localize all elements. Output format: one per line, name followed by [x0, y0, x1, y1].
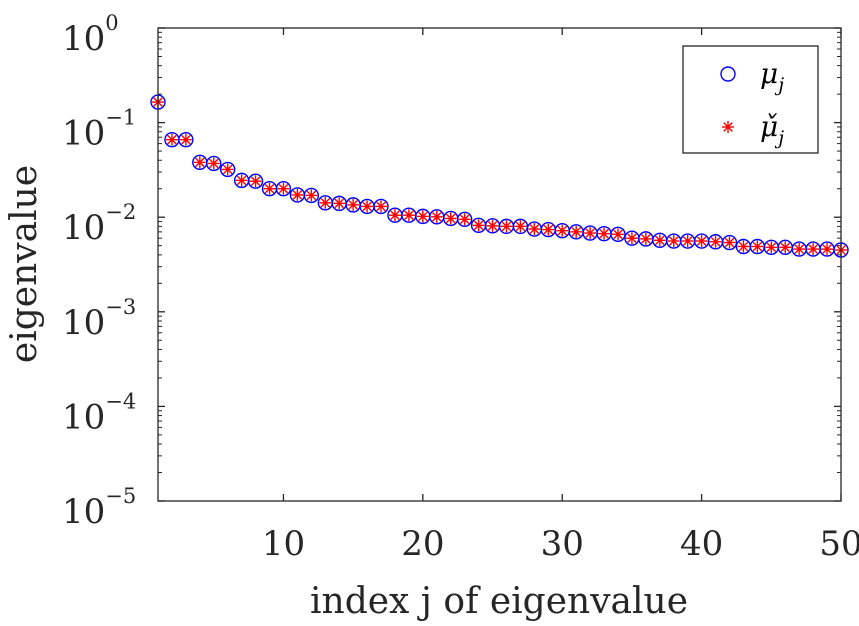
x-axis-title: index j of eigenvalue: [310, 581, 688, 622]
y-tick-label: 10−3: [62, 295, 136, 343]
data-point-mu-check: [584, 227, 597, 240]
data-point-mu-check: [165, 133, 178, 146]
data-point-mu-check: [193, 156, 206, 169]
data-point-mu-check: [375, 200, 388, 213]
data-point-mu: [275, 181, 292, 197]
data-point-mu: [303, 187, 320, 204]
data-point-mu: [247, 173, 264, 189]
data-point-mu-check: [639, 232, 652, 245]
data-point-mu-check: [305, 189, 318, 202]
data-point-mu-check: [221, 163, 234, 176]
data-point-mu-check: [737, 240, 750, 253]
data-point-mu: [721, 234, 738, 251]
data-point-mu-check: [653, 234, 666, 247]
data-point-mu: [373, 198, 389, 215]
data-point-mu-check: [709, 235, 722, 248]
data-point-mu-check: [500, 220, 513, 233]
legend-label: μj: [760, 57, 784, 96]
y-tick-label: 10−2: [62, 200, 136, 248]
y-tick-label: 100: [62, 11, 119, 59]
data-point-mu-check: [347, 198, 360, 211]
data-point-mu-check: [472, 219, 485, 232]
plot-area-frame: [157, 27, 842, 502]
data-point-mu-check: [388, 209, 401, 222]
data-point-mu-check: [333, 197, 346, 210]
data-point-mu-check: [611, 228, 624, 241]
data-point-mu-check: [779, 241, 792, 254]
data-point-mu-check: [821, 243, 834, 256]
data-point-mu-check: [528, 223, 541, 236]
x-tick-label: 10: [262, 524, 305, 564]
data-point-mu-check: [319, 196, 332, 209]
data-point-mu-check: [625, 232, 638, 245]
data-point-mu-check: [249, 175, 262, 188]
y-tick-label: 10−1: [62, 106, 136, 154]
data-point-mu-check: [598, 227, 611, 240]
legend: μj μ̌j: [682, 45, 819, 154]
data-point-mu-check: [235, 174, 248, 187]
legend-marker-circle: [720, 66, 736, 82]
legend-marker-asterisk: [722, 121, 734, 133]
y-axis-title: eigenvalue: [4, 165, 45, 363]
x-tick-label: 50: [819, 524, 859, 564]
data-point-mu-check: [765, 241, 778, 254]
x-tick-label: 40: [680, 524, 723, 564]
data-point-mu-check: [723, 236, 736, 249]
data-point-mu-check: [793, 243, 806, 256]
data-point-mu: [178, 131, 194, 148]
data-point-mu-check: [277, 182, 290, 195]
data-point-mu-check: [458, 213, 471, 226]
data-point-mu-check: [361, 200, 374, 213]
data-point-mu: [456, 211, 473, 228]
data-point-mu-check: [430, 210, 443, 223]
data-point-mu-check: [291, 188, 304, 201]
y-tick-label: 10−4: [62, 389, 136, 437]
data-point-mu: [219, 161, 236, 178]
data-point-mu-check: [695, 235, 708, 248]
data-point-mu-check: [667, 235, 680, 248]
data-point-mu-check: [542, 223, 555, 236]
data-point-mu-check: [207, 157, 220, 170]
data-point-mu-check: [179, 133, 192, 146]
data-point-mu-check: [556, 224, 569, 237]
data-point-mu-check: [416, 210, 429, 223]
data-point-mu: [610, 226, 626, 242]
legend-box: [682, 45, 819, 154]
x-tick-label: 20: [401, 524, 444, 564]
data-point-mu-check: [570, 225, 583, 238]
x-tick-label: 30: [541, 524, 584, 564]
data-point-mu-check: [807, 243, 820, 256]
legend-label: μ̌j: [760, 110, 784, 149]
data-point-mu-check: [263, 182, 276, 195]
data-point-mu-check: [486, 219, 499, 232]
data-point-mu-check: [681, 235, 694, 248]
data-point-mu-check: [514, 220, 527, 233]
data-point-mu-check: [402, 209, 415, 222]
data-point-mu-check: [751, 240, 764, 253]
y-tick-label: 10−5: [62, 484, 136, 532]
y-axis-ticks: 100 10−1 10−2 10−3 10−4 10−5: [62, 11, 841, 532]
data-point-mu: [206, 155, 222, 172]
data-point-mu-check: [444, 212, 457, 225]
